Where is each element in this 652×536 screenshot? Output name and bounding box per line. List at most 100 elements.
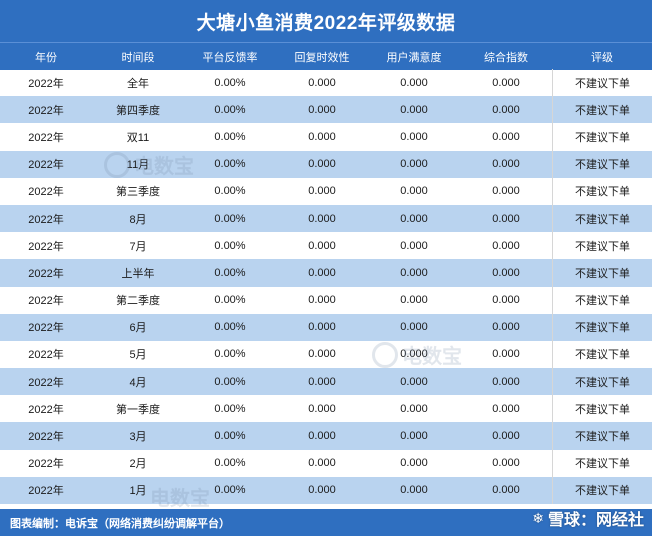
cell-year: 2022年	[28, 322, 64, 335]
table-row: 2022年 2月 0.00% 0.000 0.000 0.000 不建议下单	[0, 449, 652, 477]
cell-composite-index: 0.000	[492, 375, 520, 388]
corner-watermark-text: 雪球：网经社	[547, 512, 644, 529]
cell-user-satisfaction: 0.000	[400, 402, 428, 415]
cell-user-satisfaction: 0.000	[400, 185, 428, 198]
cell-feedback-rate: 0.00%	[214, 402, 246, 415]
cell-composite-index: 0.000	[492, 430, 520, 443]
snowflake-icon: ❄	[532, 509, 544, 526]
cell-user-satisfaction: 0.000	[400, 239, 428, 252]
cell-rating: 不建议下单	[552, 476, 652, 504]
cell-user-satisfaction: 0.000	[400, 457, 428, 470]
cell-user-satisfaction: 0.000	[400, 430, 428, 443]
cell-year: 2022年	[28, 485, 64, 498]
cell-rating: 不建议下单	[552, 204, 652, 233]
table-row: 2022年 第一季度 0.00% 0.000 0.000 0.000 不建议下单	[0, 395, 652, 423]
cell-composite-index: 0.000	[492, 212, 520, 225]
cell-rating: 不建议下单	[552, 232, 652, 260]
cell-feedback-rate: 0.00%	[214, 375, 246, 388]
cell-user-satisfaction: 0.000	[400, 158, 428, 171]
cell-composite-index: 0.000	[492, 348, 520, 361]
cell-user-satisfaction: 0.000	[400, 76, 428, 89]
cell-rating: 不建议下单	[552, 313, 652, 341]
cell-reply-timeliness: 0.000	[308, 348, 336, 361]
cell-rating: 不建议下单	[552, 395, 652, 423]
cell-feedback-rate: 0.00%	[214, 103, 246, 116]
cell-period: 3月	[129, 431, 147, 444]
cell-feedback-rate: 0.00%	[214, 239, 246, 252]
cell-feedback-rate: 0.00%	[214, 212, 246, 225]
table-row: 2022年 第二季度 0.00% 0.000 0.000 0.000 不建议下单	[0, 286, 652, 314]
cell-rating: 不建议下单	[552, 69, 652, 97]
cell-period: 4月	[129, 376, 147, 389]
cell-period: 2月	[129, 458, 147, 471]
cell-rating: 不建议下单	[552, 259, 652, 287]
cell-rating: 不建议下单	[552, 123, 652, 151]
cell-feedback-rate: 0.00%	[214, 321, 246, 334]
cell-feedback-rate: 0.00%	[214, 457, 246, 470]
cell-period: 上半年	[121, 267, 155, 280]
cell-feedback-rate: 0.00%	[214, 266, 246, 279]
cell-period: 双11	[126, 131, 150, 144]
column-header-user-satisfaction: 用户满意度	[386, 51, 442, 64]
cell-rating: 不建议下单	[552, 368, 652, 396]
cell-user-satisfaction: 0.000	[400, 375, 428, 388]
cell-period: 第三季度	[116, 186, 160, 199]
cell-period: 8月	[129, 213, 147, 226]
cell-feedback-rate: 0.00%	[214, 185, 246, 198]
data-table: 2022年 全年 0.00% 0.000 0.000 0.000 不建议下单 2022年 第四季…	[0, 69, 652, 504]
table-row: 2022年 全年 0.00% 0.000 0.000 0.000 不建议下单	[0, 69, 652, 97]
cell-user-satisfaction: 0.000	[400, 294, 428, 307]
cell-reply-timeliness: 0.000	[308, 321, 336, 334]
cell-composite-index: 0.000	[492, 402, 520, 415]
cell-year: 2022年	[28, 104, 64, 117]
cell-period: 1月	[129, 485, 147, 498]
cell-year: 2022年	[28, 458, 64, 471]
cell-reply-timeliness: 0.000	[308, 185, 336, 198]
cell-rating: 不建议下单	[552, 150, 652, 178]
cell-reply-timeliness: 0.000	[308, 430, 336, 443]
cell-year: 2022年	[28, 403, 64, 416]
cell-reply-timeliness: 0.000	[308, 375, 336, 388]
cell-rating: 不建议下单	[552, 96, 652, 124]
table-row: 2022年 6月 0.00% 0.000 0.000 0.000 不建议下单	[0, 313, 652, 341]
column-header-period: 时间段	[121, 51, 155, 64]
cell-composite-index: 0.000	[492, 266, 520, 279]
cell-year: 2022年	[28, 431, 64, 444]
cell-composite-index: 0.000	[492, 321, 520, 334]
table-row: 2022年 3月 0.00% 0.000 0.000 0.000 不建议下单	[0, 422, 652, 450]
cell-feedback-rate: 0.00%	[214, 294, 246, 307]
cell-year: 2022年	[28, 240, 64, 253]
table-row: 2022年 1月 0.00% 0.000 0.000 0.000 不建议下单	[0, 476, 652, 504]
cell-year: 2022年	[28, 131, 64, 144]
cell-composite-index: 0.000	[492, 130, 520, 143]
cell-year: 2022年	[28, 77, 64, 90]
cell-reply-timeliness: 0.000	[308, 402, 336, 415]
cell-period: 全年	[127, 77, 149, 90]
cell-rating: 不建议下单	[552, 177, 652, 205]
cell-rating: 不建议下单	[552, 286, 652, 314]
cell-feedback-rate: 0.00%	[214, 158, 246, 171]
cell-period: 7月	[129, 240, 147, 253]
cell-user-satisfaction: 0.000	[400, 103, 428, 116]
column-header-year: 年份	[35, 51, 57, 64]
table-row: 2022年 第四季度 0.00% 0.000 0.000 0.000 不建议下单	[0, 96, 652, 124]
cell-reply-timeliness: 0.000	[308, 457, 336, 470]
cell-rating: 不建议下单	[552, 422, 652, 450]
table-row: 2022年 7月 0.00% 0.000 0.000 0.000 不建议下单	[0, 232, 652, 260]
cell-feedback-rate: 0.00%	[214, 430, 246, 443]
cell-user-satisfaction: 0.000	[400, 130, 428, 143]
cell-period: 第一季度	[116, 403, 160, 416]
cell-year: 2022年	[28, 159, 64, 172]
cell-year: 2022年	[28, 349, 64, 362]
cell-user-satisfaction: 0.000	[400, 484, 428, 497]
column-header-composite-index: 综合指数	[484, 51, 528, 64]
table-row: 2022年 8月 0.00% 0.000 0.000 0.000 不建议下单	[0, 204, 652, 233]
cell-year: 2022年	[28, 267, 64, 280]
column-header-rating: 评级	[591, 51, 613, 64]
cell-reply-timeliness: 0.000	[308, 158, 336, 171]
cell-reply-timeliness: 0.000	[308, 76, 336, 89]
cell-reply-timeliness: 0.000	[308, 294, 336, 307]
cell-reply-timeliness: 0.000	[308, 266, 336, 279]
table-row: 2022年 第三季度 0.00% 0.000 0.000 0.000 不建议下单	[0, 177, 652, 205]
cell-user-satisfaction: 0.000	[400, 212, 428, 225]
